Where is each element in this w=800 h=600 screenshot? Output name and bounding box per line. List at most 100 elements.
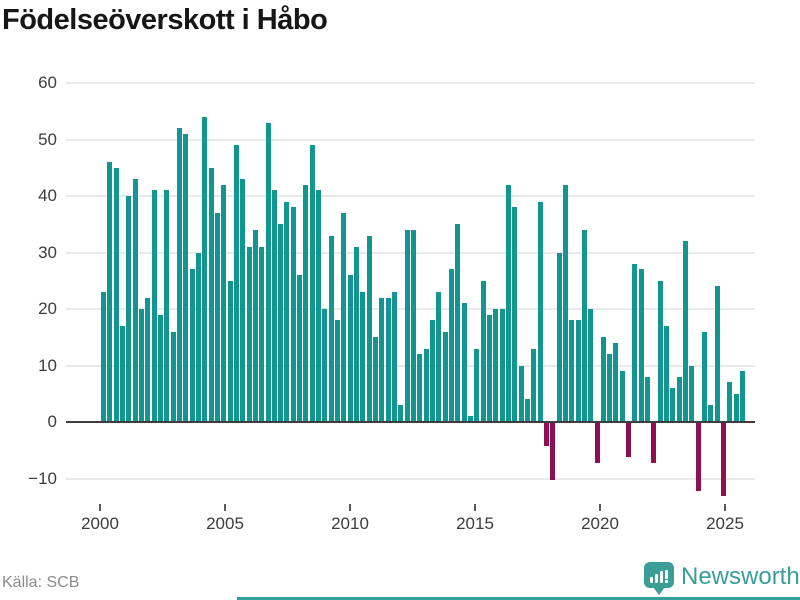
x-tick-label: 2020: [581, 514, 619, 533]
x-tick-label: 2015: [456, 514, 494, 533]
bar: [290, 207, 296, 422]
bar: [208, 167, 214, 422]
bar: [398, 405, 404, 422]
bar: [714, 286, 720, 422]
bar: [284, 201, 290, 422]
bar: [322, 309, 328, 422]
bar: [588, 309, 594, 422]
y-tick-label: 40: [38, 186, 57, 205]
bar: [202, 116, 208, 422]
bar: [252, 229, 258, 422]
bar: [259, 246, 265, 422]
bar: [246, 246, 252, 422]
bar: [607, 354, 613, 422]
gridline: [66, 251, 755, 254]
bar: [107, 162, 113, 422]
logo-bar-icon: [655, 574, 658, 583]
bar: [505, 184, 511, 422]
bar: [373, 337, 379, 422]
bar: [328, 235, 334, 422]
x-tick-label: 2005: [206, 514, 244, 533]
bar: [683, 241, 689, 422]
bar: [119, 325, 125, 422]
y-tick-label: −10: [28, 468, 57, 488]
chart-title: Födelseöverskott i Håbo: [2, 4, 328, 36]
bar: [695, 423, 701, 491]
x-tick: [349, 504, 351, 511]
bar: [670, 388, 676, 422]
bar: [480, 280, 486, 422]
bar: [176, 128, 182, 422]
bar: [474, 348, 480, 422]
bar: [556, 252, 562, 422]
bar: [138, 309, 144, 422]
gridline: [66, 82, 755, 84]
bar: [360, 292, 366, 422]
bar: [740, 371, 746, 422]
bar: [354, 246, 360, 422]
bar: [271, 190, 277, 422]
y-tick-label: 60: [38, 73, 57, 92]
bar: [569, 320, 575, 422]
bar: [708, 405, 714, 422]
bar: [126, 196, 132, 422]
bar: [524, 399, 530, 422]
bar: [550, 423, 556, 480]
zero-axis-line: [66, 421, 755, 423]
bar: [467, 416, 473, 422]
logo-exclamation-icon: [665, 570, 668, 583]
bar: [657, 280, 663, 422]
y-tick-label: 20: [38, 299, 57, 318]
bar: [221, 184, 227, 422]
bar: [265, 122, 271, 422]
bar: [436, 292, 442, 422]
y-tick-label: 50: [38, 129, 57, 149]
bar: [101, 292, 106, 422]
bar: [347, 275, 353, 422]
bar: [309, 145, 315, 422]
x-tick-label: 2025: [706, 514, 744, 533]
logo-bar-icon: [660, 571, 663, 583]
bar: [379, 297, 385, 422]
bar: [702, 331, 708, 422]
bar: [341, 212, 347, 422]
gridline: [66, 477, 755, 480]
bar: [651, 423, 657, 463]
x-tick: [99, 504, 101, 511]
bar: [448, 269, 454, 422]
bar: [392, 292, 398, 422]
bar: [442, 331, 448, 422]
bar: [404, 229, 410, 422]
x-tick: [724, 504, 726, 511]
bar: [594, 423, 600, 463]
newsworthy-logo: Newsworthy: [644, 562, 800, 595]
bar: [632, 263, 638, 422]
bar: [575, 320, 581, 422]
bar: [423, 348, 429, 422]
bar: [183, 133, 189, 422]
footer-accent-bar: [237, 597, 800, 600]
bar: [189, 269, 195, 422]
bar: [278, 224, 284, 422]
bar: [113, 167, 119, 422]
bar: [366, 235, 372, 422]
bar: [385, 297, 391, 422]
bar: [499, 309, 505, 422]
bar: [157, 314, 163, 422]
bar: [721, 423, 727, 497]
x-tick-label: 2010: [331, 514, 369, 533]
bar: [689, 365, 695, 422]
gridline: [66, 308, 755, 310]
plot-area: 60 50 40 30 20 10 0 −10 2000 2005 2010 2015 2020 202…: [28, 73, 755, 533]
source-caption: Källa: SCB: [2, 574, 80, 591]
bar: [233, 145, 239, 422]
bar: [645, 376, 651, 422]
gridline: [66, 138, 755, 141]
newsworthy-wordmark: Newsworthy: [681, 563, 800, 590]
bar: [461, 303, 467, 422]
gridline: [66, 195, 755, 197]
bar: [455, 224, 461, 422]
bar: [486, 314, 492, 422]
x-tick: [599, 504, 601, 511]
bar: [214, 212, 220, 422]
